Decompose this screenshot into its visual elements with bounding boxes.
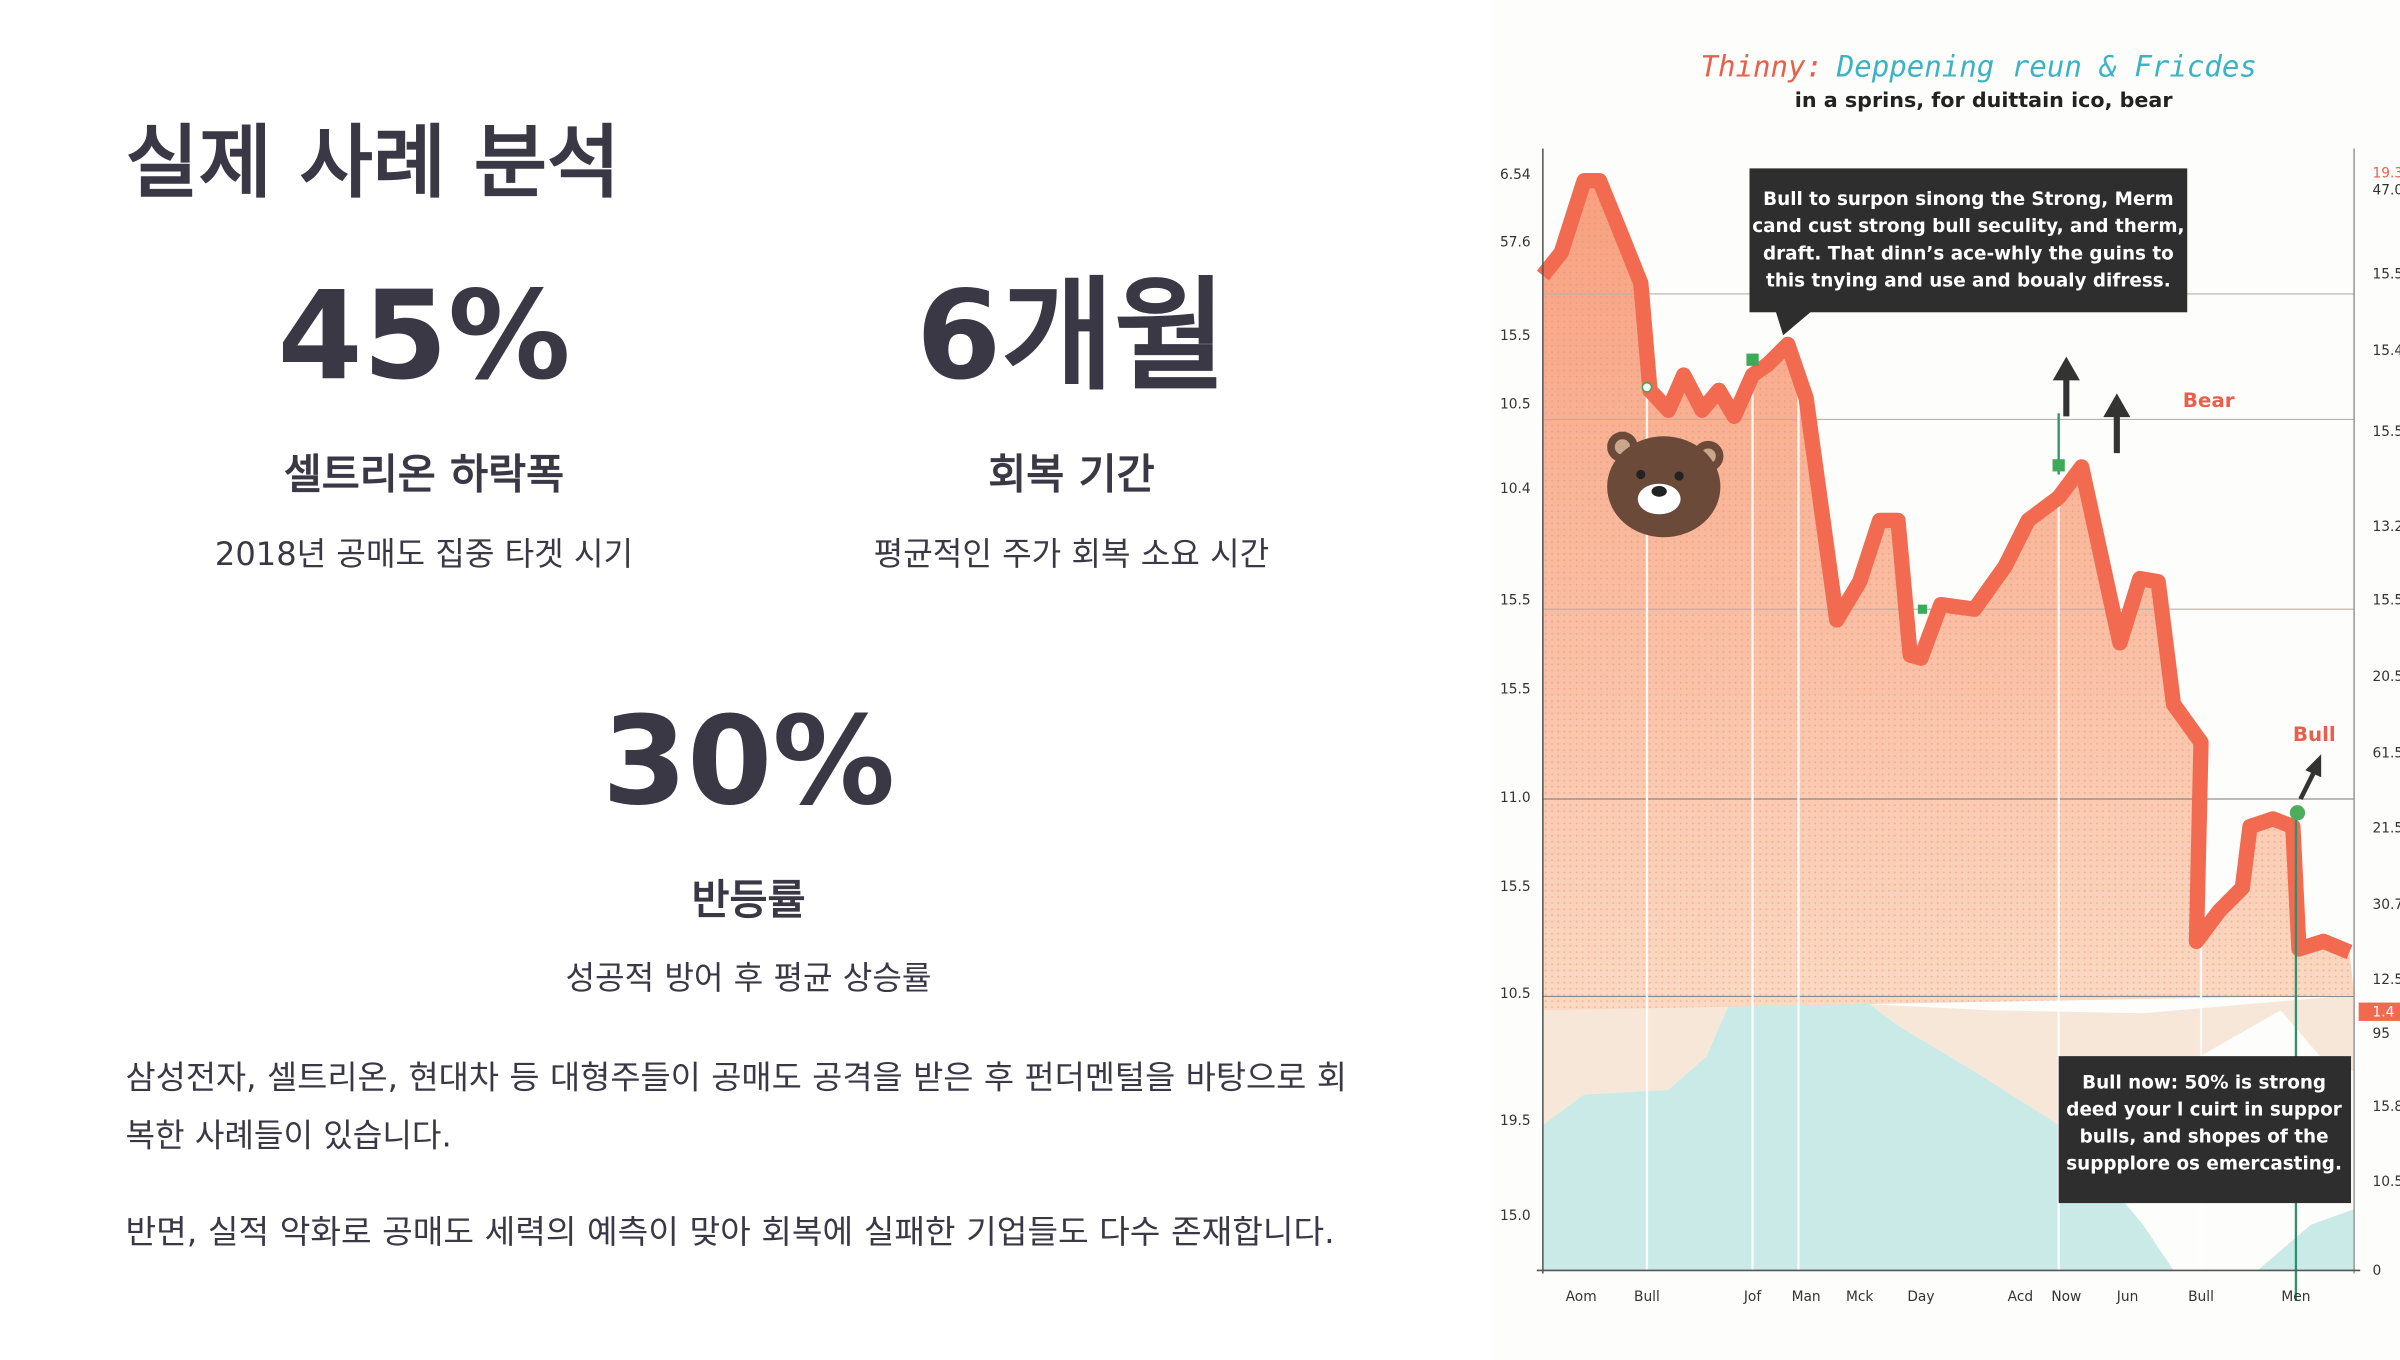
annotation-text: Bull to surpon sinong the Strong, Merm — [1763, 189, 2173, 210]
stat-value: 45% — [277, 264, 570, 407]
x-axis-label: Bull — [2188, 1289, 2214, 1305]
x-axis-label: Acd — [2008, 1289, 2033, 1305]
right-axis-label: 30.7 — [2372, 897, 2400, 913]
left-axis-label: 15.0 — [1500, 1208, 1531, 1224]
right-axis-label: 95 — [2372, 1026, 2390, 1042]
bear-icon — [1607, 431, 1724, 538]
annotation-text: bulls, and shopes of the — [2080, 1126, 2329, 1147]
teal-area — [1542, 967, 2355, 1271]
marker — [2052, 459, 2065, 472]
annotation-box — [1749, 168, 2188, 313]
slide-title: 실제 사례 분석 — [126, 116, 621, 209]
left-axis-label: 15.5 — [1500, 879, 1531, 895]
stat-desc: 2018년 공매도 집중 타겟 시기 — [215, 535, 633, 573]
marker — [1746, 353, 1759, 366]
left-axis-label: 15.5 — [1500, 328, 1531, 344]
right-axis-label: 15.4 — [2372, 343, 2400, 359]
value-tag — [2358, 1002, 2400, 1021]
right-axis-label: 10.5 — [2372, 1174, 2400, 1190]
annotation-box — [2058, 1056, 2352, 1204]
arrow — [2298, 770, 2317, 801]
x-axis-label: Bull — [1634, 1289, 1660, 1305]
x-axis-label: Now — [2051, 1289, 2081, 1305]
chart-tag: Bear — [2183, 389, 2235, 412]
right-axis-label: 1.4 — [2372, 1004, 2394, 1020]
chart-tag: Bull — [2293, 723, 2336, 746]
figure-subtitle: in a sprins, for duittain ico, bear — [1795, 88, 2174, 112]
figure-title: Deppening reun & Fricdes — [1836, 50, 2257, 84]
left-axis-label: 15.5 — [1500, 681, 1531, 697]
annotation-text: this tnying and use and boualy difress. — [1766, 270, 2171, 291]
annotation-text: suppplore os emercasting. — [2066, 1154, 2342, 1175]
annotation-text: deed your l cuirt in suppor — [2066, 1099, 2342, 1120]
arrow-head — [2305, 754, 2322, 778]
figure-title-lead: Thinny: — [1701, 50, 1824, 84]
marker — [1917, 604, 1928, 614]
annotation-pointer — [1775, 310, 1813, 336]
x-axis-label: Mck — [1846, 1289, 1873, 1305]
paragraph-line: 삼성전자, 셀트리온, 현대차 등 대형주들이 공매도 공격을 받은 후 펀더멘… — [126, 1058, 1347, 1096]
arrow-head — [2103, 393, 2131, 418]
marker — [2289, 805, 2306, 821]
left-axis-label: 6.54 — [1500, 167, 1531, 183]
left-axis-label: 10.4 — [1500, 481, 1531, 497]
right-axis-label: 12.5 — [2372, 972, 2400, 988]
right-axis-label: 0 — [2372, 1263, 2381, 1279]
stat-desc: 성공적 방어 후 평균 상승률 — [565, 959, 931, 997]
paragraph-line: 반면, 실적 악화로 공매도 세력의 예측이 맞아 회복에 실패한 기업들도 다… — [126, 1213, 1335, 1251]
price-line — [1536, 172, 2353, 960]
left-axis-label: 10.5 — [1500, 986, 1531, 1002]
stat-label: 반등률 — [691, 876, 805, 924]
annotation-text: draft. That dinn’s ace-whly the guins to — [1763, 243, 2174, 264]
x-axis-label: Jof — [1743, 1289, 1762, 1305]
right-axis-label: 61.5 — [2372, 746, 2400, 762]
right-axis-label: 15.5 — [2372, 267, 2400, 283]
left-axis-label: 10.5 — [1500, 397, 1531, 413]
arrows — [2052, 356, 2322, 801]
right-axis-label: 15.8 — [2372, 1099, 2400, 1115]
stat-value: 6개월 — [916, 264, 1226, 407]
x-axis-label: Day — [1907, 1289, 1934, 1305]
right-axis-label: 15.5 — [2372, 424, 2400, 440]
orange-texture — [1542, 180, 2355, 1011]
left-axis-label: 57.6 — [1500, 234, 1531, 250]
right-axis-label: 20.5 — [2372, 669, 2400, 685]
left-axis-label: 11.0 — [1500, 790, 1531, 806]
x-axis-label: Man — [1792, 1289, 1821, 1305]
right-axis-label: 13.2 — [2372, 519, 2400, 535]
stat-label: 회복 기간 — [988, 450, 1154, 498]
figure: Thinny: Deppening reun & Fricdes in a sp… — [1492, 0, 2400, 1360]
beige-band — [1542, 967, 2355, 1126]
stat-label: 셀트리온 하락폭 — [284, 450, 564, 498]
marker — [1641, 381, 1653, 393]
right-axis-label: 19.3 — [2372, 166, 2400, 182]
left-axis-label: 19.5 — [1500, 1113, 1531, 1129]
x-axis-label: Men — [2281, 1289, 2310, 1305]
stat-desc: 평균적인 주가 회복 소요 시간 — [874, 535, 1270, 573]
annotation-text: cand cust strong bull seculity, and ther… — [1752, 216, 2184, 237]
stat-value: 30% — [602, 690, 895, 833]
right-axis-label: 15.5 — [2372, 593, 2400, 609]
x-axis-label: Aom — [1566, 1289, 1597, 1305]
arrow-head — [2052, 356, 2080, 381]
right-axis-label: 47.0 — [2372, 182, 2400, 198]
annotation-text: Bull now: 50% is strong — [2082, 1072, 2326, 1093]
paragraph-line: 복한 사례들이 있습니다. — [126, 1116, 452, 1154]
x-axis-label: Jun — [2116, 1289, 2139, 1305]
right-axis-label: 21.5 — [2372, 821, 2400, 837]
left-axis-label: 15.5 — [1500, 593, 1531, 609]
